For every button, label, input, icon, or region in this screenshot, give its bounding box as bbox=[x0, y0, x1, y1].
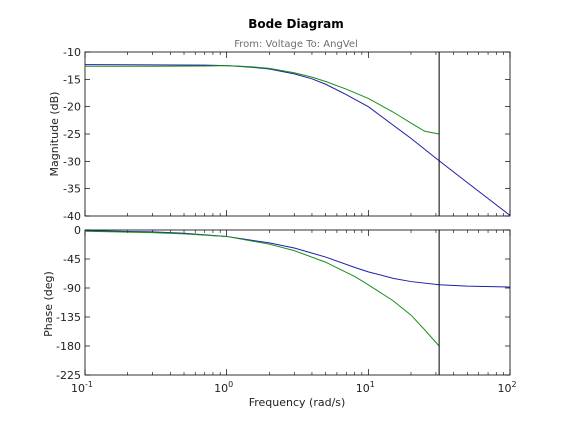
x-tick-base: 10 bbox=[71, 382, 85, 395]
x-tick-exponent: 2 bbox=[511, 380, 516, 389]
magnitude-y-tick-label: -25 bbox=[63, 128, 81, 141]
x-tick-base: 10 bbox=[497, 382, 511, 395]
phase-blue-series-line bbox=[84, 230, 511, 288]
magnitude-y-tick-label: -35 bbox=[63, 183, 81, 196]
magnitude-green-series-line bbox=[85, 65, 440, 135]
x-tick-label: 10-1 bbox=[71, 380, 93, 395]
x-tick-exponent: -1 bbox=[85, 380, 93, 389]
x-tick-label: 100 bbox=[214, 380, 233, 395]
magnitude-y-tick-label: -15 bbox=[63, 73, 81, 86]
phase-y-tick-label: -135 bbox=[56, 311, 81, 324]
x-tick-label: 101 bbox=[356, 380, 375, 395]
phase-y-axis-label: Phase (deg) bbox=[42, 271, 55, 337]
magnitude-y-tick-label: -40 bbox=[63, 210, 81, 223]
chart-subtitle: From: Voltage To: AngVel bbox=[234, 39, 358, 50]
phase-y-tick-label: -180 bbox=[56, 340, 81, 353]
x-tick-exponent: 0 bbox=[228, 380, 233, 389]
magnitude-panel: -10 -15 -20 -25 -30 -35 -40 bbox=[63, 46, 511, 223]
magnitude-y-tick-label: -20 bbox=[63, 101, 81, 114]
phase-y-tick-label: -45 bbox=[63, 253, 81, 266]
phase-green-series-line bbox=[84, 230, 440, 347]
phase-y-tick-label: -90 bbox=[63, 282, 81, 295]
x-tick-exponent: 1 bbox=[370, 380, 375, 389]
phase-panel: 0 -45 -90 -135 -180 -225 bbox=[56, 224, 511, 382]
phase-y-tick-label: -225 bbox=[56, 369, 81, 382]
x-axis-label: Frequency (rad/s) bbox=[249, 396, 346, 409]
magnitude-y-tick-label: -30 bbox=[63, 155, 81, 168]
magnitude-y-tick-label: -10 bbox=[63, 46, 81, 59]
x-tick-base: 10 bbox=[356, 382, 370, 395]
x-tick-label: 102 bbox=[497, 380, 516, 395]
chart-title: Bode Diagram bbox=[248, 17, 344, 31]
magnitude-y-axis-label: Magnitude (dB) bbox=[48, 92, 61, 177]
magnitude-axes-box bbox=[84, 51, 511, 217]
x-tick-base: 10 bbox=[214, 382, 228, 395]
phase-y-tick-label: 0 bbox=[74, 224, 81, 237]
